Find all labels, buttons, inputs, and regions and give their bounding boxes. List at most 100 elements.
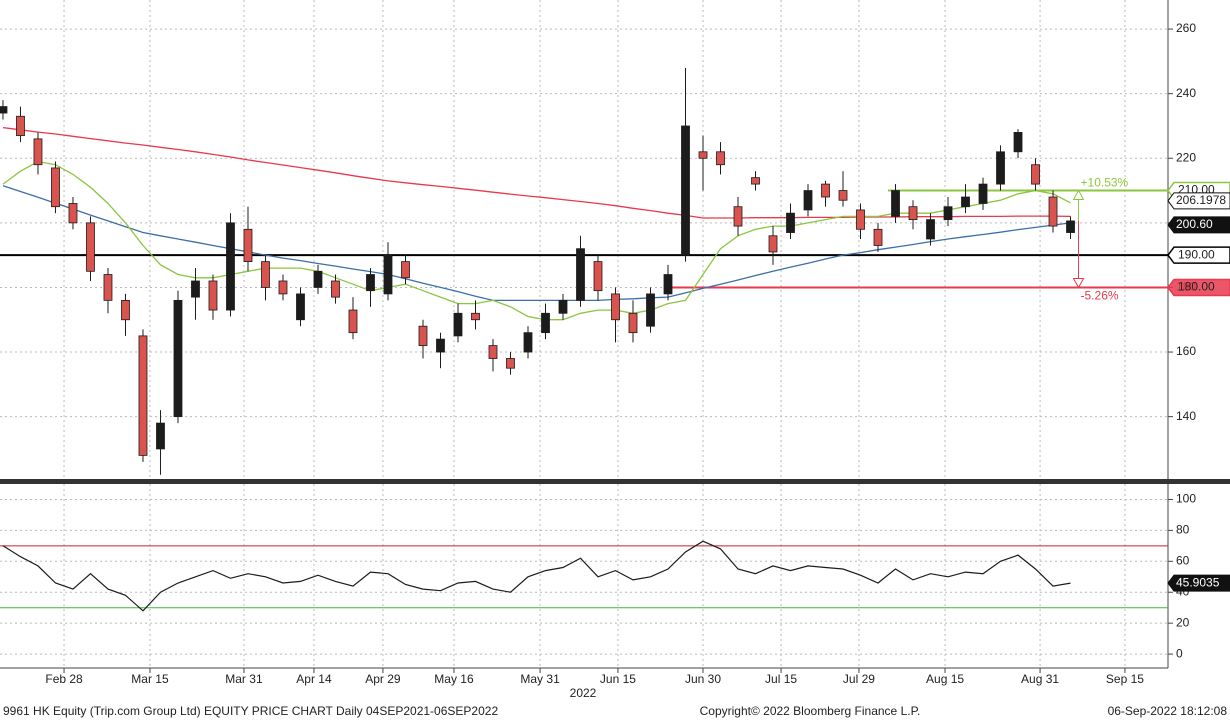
candle-body: [961, 196, 970, 208]
y-tick-label: 20: [1176, 615, 1190, 629]
candle-body: [523, 332, 533, 353]
candle-body: [278, 280, 288, 295]
last-label-box: [1167, 216, 1230, 234]
candle-body: [191, 280, 200, 298]
x-tick-label: Jul 15: [765, 672, 797, 686]
candle-body: [926, 219, 935, 240]
x-tick-label: Aug 31: [1021, 672, 1059, 686]
annotation: +10.53%: [1081, 176, 1129, 190]
candle-body: [681, 125, 690, 256]
candle-body: [576, 248, 585, 301]
y-tick-label: 260: [1176, 21, 1196, 35]
candle-body: [838, 190, 848, 201]
candle-body: [1048, 196, 1058, 227]
last-label: 45.9035: [1176, 575, 1220, 589]
candle-body: [226, 222, 235, 311]
rsi-line: [2, 540, 1071, 612]
x-tick-label: Mar 31: [225, 672, 263, 686]
y-tick-label: 60: [1176, 553, 1190, 567]
candle-body: [68, 203, 78, 224]
candle-body: [401, 261, 410, 279]
footer-right: 06-Sep-2022 18:12:08: [1108, 704, 1228, 718]
y-tick-label: 220: [1176, 150, 1196, 164]
candle-body: [173, 299, 183, 418]
footer-left: 9961 HK Equity (Trip.com Group Ltd) EQUI…: [3, 704, 498, 718]
candle-body: [103, 274, 113, 301]
candle-body: [33, 138, 43, 166]
candle-body: [488, 345, 498, 359]
candle-body: [348, 309, 358, 334]
candle-body: [751, 177, 760, 185]
candle-body: [978, 183, 988, 204]
candle-body: [16, 115, 25, 137]
candle-body: [786, 212, 795, 233]
level-label: 190.00: [1178, 247, 1215, 261]
x-tick-label: Aug 15: [926, 672, 964, 686]
candle-body: [716, 151, 725, 166]
last-label-box: [1167, 192, 1230, 210]
candle-body: [891, 190, 900, 217]
x-tick-label: Mar 15: [131, 672, 169, 686]
x-tick-label: Jul 29: [843, 672, 875, 686]
candle-body: [733, 206, 743, 227]
candle-body: [366, 274, 375, 292]
candle-body: [86, 222, 95, 272]
candle-body: [1013, 132, 1023, 153]
candle-body: [51, 167, 60, 208]
candle-body: [646, 293, 655, 327]
candle-body: [208, 280, 218, 311]
candle-body: [856, 209, 865, 230]
y-tick-label: 80: [1176, 523, 1190, 537]
last-label: 206.1978: [1176, 193, 1226, 207]
arrow-head: [1072, 277, 1085, 289]
y-tick-label: 140: [1176, 409, 1196, 423]
candle-body: [803, 190, 813, 211]
level-label-box: [1167, 278, 1230, 297]
candle-body: [1066, 220, 1075, 233]
last-label-box: [1167, 574, 1230, 592]
candle-body: [156, 422, 165, 450]
x-tick-label: May 16: [434, 672, 474, 686]
candle-body: [821, 183, 830, 198]
candle-body: [541, 312, 550, 334]
candle-body: [0, 106, 8, 114]
candle-body: [593, 261, 603, 292]
y-tick-label: 160: [1176, 344, 1196, 358]
y-tick-label: 100: [1176, 492, 1196, 506]
moving-average: [2, 126, 1071, 219]
annotation: -5.26%: [1081, 289, 1119, 303]
x-tick-label: Apr 29: [365, 672, 401, 686]
candle-body: [453, 312, 463, 337]
candle-body: [698, 151, 708, 159]
moving-average: [2, 185, 1071, 302]
candle-body: [243, 228, 253, 263]
x-tick-label: Jun 30: [685, 672, 721, 686]
year-label: 2022: [570, 686, 597, 700]
x-tick-label: Apr 14: [296, 672, 332, 686]
candle-body: [943, 206, 953, 221]
candle-body: [611, 293, 620, 321]
candle-body: [768, 235, 778, 253]
candle-body: [331, 280, 340, 298]
candle-body: [908, 206, 918, 221]
candle-body: [313, 270, 323, 288]
x-tick-label: May 31: [520, 672, 560, 686]
x-tick-label: Feb 28: [45, 672, 83, 686]
candle-body: [383, 254, 393, 295]
candle-body: [558, 299, 568, 314]
candle-body: [261, 261, 270, 288]
level-label-box: [1167, 246, 1230, 264]
arrow-head: [1072, 189, 1085, 201]
candle-body: [628, 312, 638, 334]
candle-body: [506, 358, 515, 369]
candle-body: [873, 228, 883, 246]
candle-body: [418, 325, 428, 346]
candle-body: [138, 335, 148, 456]
x-tick-label: Sep 15: [1106, 672, 1144, 686]
candle-body: [663, 274, 673, 295]
footer-center: Copyright© 2022 Bloomberg Finance L.P.: [700, 704, 921, 718]
candle-body: [121, 299, 130, 321]
x-tick-label: Jun 15: [600, 672, 636, 686]
last-label: 200.60: [1176, 217, 1213, 231]
